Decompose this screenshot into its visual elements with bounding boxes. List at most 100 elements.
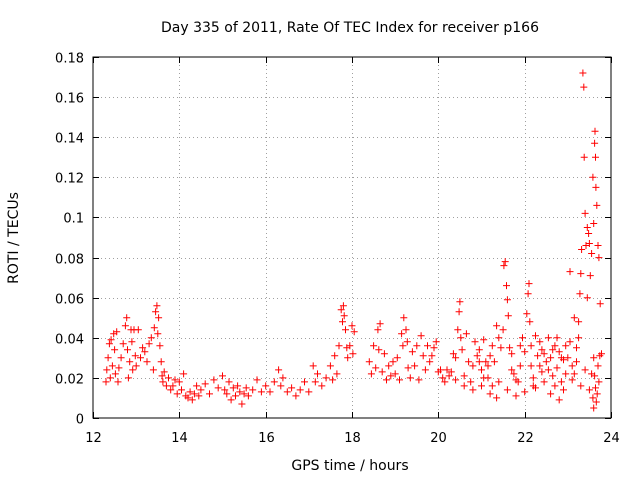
data-point bbox=[544, 366, 552, 374]
data-point bbox=[335, 342, 343, 350]
data-point bbox=[503, 386, 511, 394]
data-point bbox=[570, 370, 578, 378]
data-point bbox=[547, 390, 555, 398]
data-point bbox=[139, 344, 147, 352]
data-point bbox=[375, 346, 383, 354]
data-point bbox=[229, 384, 237, 392]
data-point bbox=[102, 378, 110, 386]
data-point bbox=[206, 390, 213, 398]
data-point bbox=[398, 330, 406, 338]
data-point bbox=[145, 340, 153, 348]
data-point bbox=[275, 366, 283, 374]
data-point bbox=[508, 366, 516, 374]
data-point bbox=[124, 374, 132, 382]
data-point bbox=[480, 374, 488, 382]
data-point bbox=[519, 334, 526, 342]
data-point bbox=[344, 354, 352, 362]
data-point bbox=[577, 270, 585, 278]
data-point bbox=[536, 362, 544, 370]
data-point bbox=[404, 364, 412, 372]
data-point bbox=[523, 310, 531, 318]
data-point bbox=[190, 390, 198, 398]
data-point bbox=[114, 378, 122, 386]
data-point bbox=[566, 338, 574, 346]
data-point bbox=[575, 334, 583, 342]
y-tick-label: 0.16 bbox=[55, 92, 84, 107]
data-point bbox=[553, 334, 561, 342]
data-point bbox=[223, 390, 231, 398]
data-point bbox=[486, 352, 494, 360]
data-point bbox=[585, 386, 593, 394]
data-point bbox=[475, 346, 483, 354]
data-point bbox=[581, 366, 589, 374]
data-point bbox=[452, 376, 460, 384]
data-point bbox=[266, 388, 274, 396]
data-point bbox=[378, 368, 386, 376]
data-point bbox=[555, 348, 563, 356]
data-point bbox=[210, 376, 218, 384]
data-point bbox=[108, 362, 116, 370]
data-point bbox=[132, 362, 140, 370]
data-point bbox=[153, 302, 161, 310]
data-point bbox=[160, 368, 168, 376]
data-point bbox=[529, 374, 537, 382]
data-point bbox=[493, 394, 501, 402]
data-point bbox=[542, 358, 550, 366]
data-point bbox=[529, 382, 537, 390]
data-point bbox=[396, 376, 403, 384]
data-point bbox=[417, 332, 425, 340]
data-point bbox=[279, 374, 287, 382]
data-point bbox=[488, 382, 496, 390]
data-point bbox=[103, 366, 111, 374]
data-point bbox=[383, 376, 390, 384]
data-point bbox=[155, 314, 163, 322]
data-point bbox=[277, 382, 285, 390]
data-point bbox=[305, 388, 313, 396]
data-point bbox=[580, 83, 588, 91]
data-point bbox=[339, 318, 346, 326]
data-point bbox=[534, 352, 542, 360]
data-point bbox=[592, 183, 600, 191]
data-point bbox=[403, 338, 411, 346]
data-point bbox=[503, 296, 511, 304]
data-point bbox=[588, 370, 596, 378]
data-point bbox=[249, 386, 257, 394]
data-point bbox=[121, 322, 129, 330]
data-point bbox=[157, 358, 165, 366]
data-point bbox=[349, 350, 357, 358]
data-point bbox=[588, 250, 596, 257]
data-point bbox=[292, 392, 300, 400]
data-point bbox=[583, 224, 591, 231]
data-point bbox=[540, 350, 548, 358]
data-point bbox=[573, 358, 580, 366]
x-tick-label: 20 bbox=[430, 431, 447, 446]
y-axis-title: ROTI / TECUs bbox=[6, 192, 22, 284]
data-point bbox=[171, 376, 179, 384]
data-point bbox=[586, 272, 594, 280]
data-point bbox=[525, 280, 533, 288]
data-point bbox=[111, 370, 119, 378]
data-point bbox=[578, 246, 586, 253]
data-point bbox=[111, 346, 119, 354]
data-point bbox=[391, 370, 399, 378]
data-point bbox=[594, 242, 602, 249]
data-point bbox=[123, 314, 131, 322]
data-point bbox=[238, 400, 246, 408]
data-point bbox=[296, 386, 304, 394]
data-point bbox=[340, 312, 348, 320]
data-point bbox=[570, 314, 578, 322]
data-point bbox=[592, 398, 600, 406]
data-point bbox=[169, 382, 177, 390]
data-point bbox=[337, 306, 345, 314]
data-point bbox=[331, 352, 339, 360]
data-point bbox=[219, 372, 226, 380]
data-point bbox=[333, 370, 341, 378]
data-point bbox=[149, 366, 157, 374]
data-point bbox=[562, 342, 570, 350]
data-point bbox=[457, 334, 465, 342]
data-point bbox=[408, 348, 416, 356]
data-point bbox=[495, 378, 503, 386]
x-axis-title: GPS time / hours bbox=[291, 458, 408, 474]
data-point bbox=[193, 382, 201, 390]
data-point bbox=[562, 370, 570, 378]
